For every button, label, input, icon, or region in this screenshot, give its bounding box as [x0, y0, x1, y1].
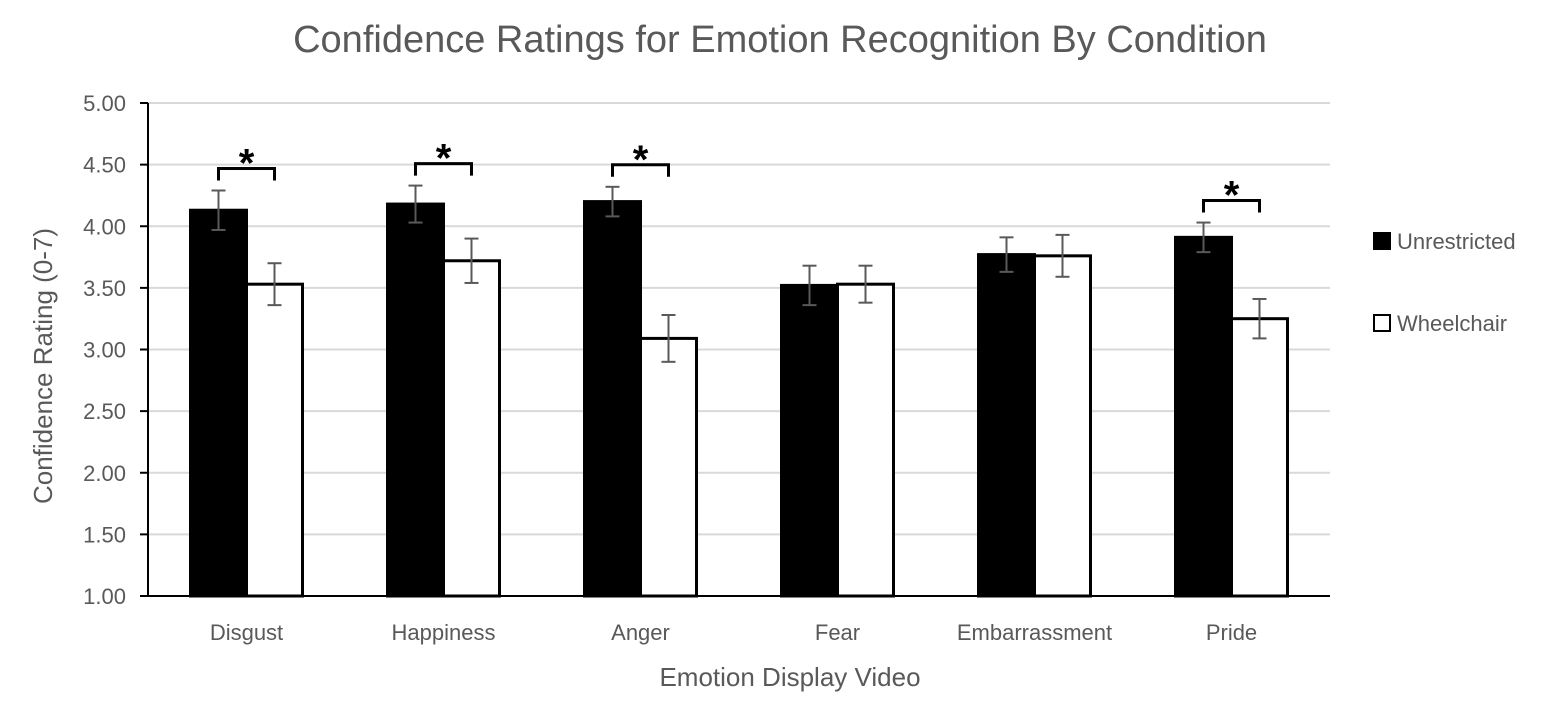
significance-bracket: *	[611, 138, 670, 182]
y-tick-label: 4.00	[83, 214, 126, 239]
x-tick-label: Fear	[815, 620, 860, 645]
error-bar	[408, 184, 423, 224]
significance-star: *	[1224, 174, 1240, 218]
error-bar	[802, 264, 817, 307]
significance-bracket: *	[414, 137, 473, 181]
y-tick-label: 1.00	[83, 584, 126, 609]
error-bar	[605, 185, 620, 218]
x-tick-label: Embarrassment	[957, 620, 1112, 645]
error-bar	[1252, 297, 1267, 340]
error-bar	[1196, 221, 1211, 254]
bar-wheelchair-pride	[1230, 317, 1289, 598]
bar-wheelchair-embarrassment	[1033, 254, 1092, 598]
error-bar	[1055, 233, 1070, 278]
bars	[189, 200, 1289, 598]
x-tick-label: Disgust	[210, 620, 283, 645]
y-tick-label: 1.50	[83, 522, 126, 547]
legend-swatch-unrestricted	[1373, 232, 1391, 250]
bar-unrestricted-anger	[583, 200, 642, 598]
error-bar	[267, 262, 282, 307]
error-bars	[211, 184, 1267, 363]
error-bar	[661, 313, 676, 363]
bar-unrestricted-pride	[1174, 235, 1233, 598]
x-axis-title: Emotion Display Video	[659, 662, 920, 692]
error-bar	[464, 237, 479, 284]
legend: Unrestricted Wheelchair	[1373, 229, 1516, 336]
y-tick-label: 2.50	[83, 399, 126, 424]
bar-wheelchair-fear	[836, 282, 895, 598]
y-axis-title: Confidence Rating (0-7)	[28, 228, 58, 504]
axes	[147, 103, 1330, 597]
bar-unrestricted-embarrassment	[977, 253, 1036, 598]
bar-wheelchair-disgust	[245, 282, 304, 598]
bar-unrestricted-disgust	[189, 208, 248, 598]
y-tick-label: 5.00	[83, 91, 126, 116]
significance-bracket: *	[1202, 174, 1261, 218]
x-tick-label: Pride	[1206, 620, 1257, 645]
bar-unrestricted-happiness	[386, 202, 445, 598]
significance-markers: * * * *	[217, 137, 1261, 218]
bar-unrestricted-fear	[780, 283, 839, 598]
error-bar	[211, 189, 226, 231]
bar-wheelchair-anger	[639, 336, 698, 598]
significance-bracket: *	[217, 142, 276, 186]
error-bar	[858, 264, 873, 304]
x-tick-label: Happiness	[392, 620, 496, 645]
legend-label-unrestricted: Unrestricted	[1397, 229, 1516, 254]
category-labels: Disgust Happiness Anger Fear Embarrassment Pr…	[210, 620, 1257, 645]
x-tick-label: Anger	[611, 620, 670, 645]
y-tick-label: 3.50	[83, 276, 126, 301]
legend-swatch-wheelchair	[1373, 314, 1391, 332]
significance-star: *	[436, 137, 452, 181]
y-tick-label: 2.00	[83, 461, 126, 486]
gridlines	[148, 102, 1330, 536]
chart-title: Confidence Ratings for Emotion Recogniti…	[293, 19, 1267, 61]
y-tick-labels: 1.00 1.50 2.00 2.50 3.00 3.50 4.00 4.50 5.00	[83, 91, 148, 609]
error-bar	[999, 236, 1014, 273]
legend-label-wheelchair: Wheelchair	[1397, 311, 1507, 336]
significance-star: *	[239, 142, 255, 186]
y-tick-label: 4.50	[83, 153, 126, 178]
bar-wheelchair-happiness	[442, 259, 501, 598]
y-tick-label: 3.00	[83, 338, 126, 363]
significance-star: *	[633, 138, 649, 182]
